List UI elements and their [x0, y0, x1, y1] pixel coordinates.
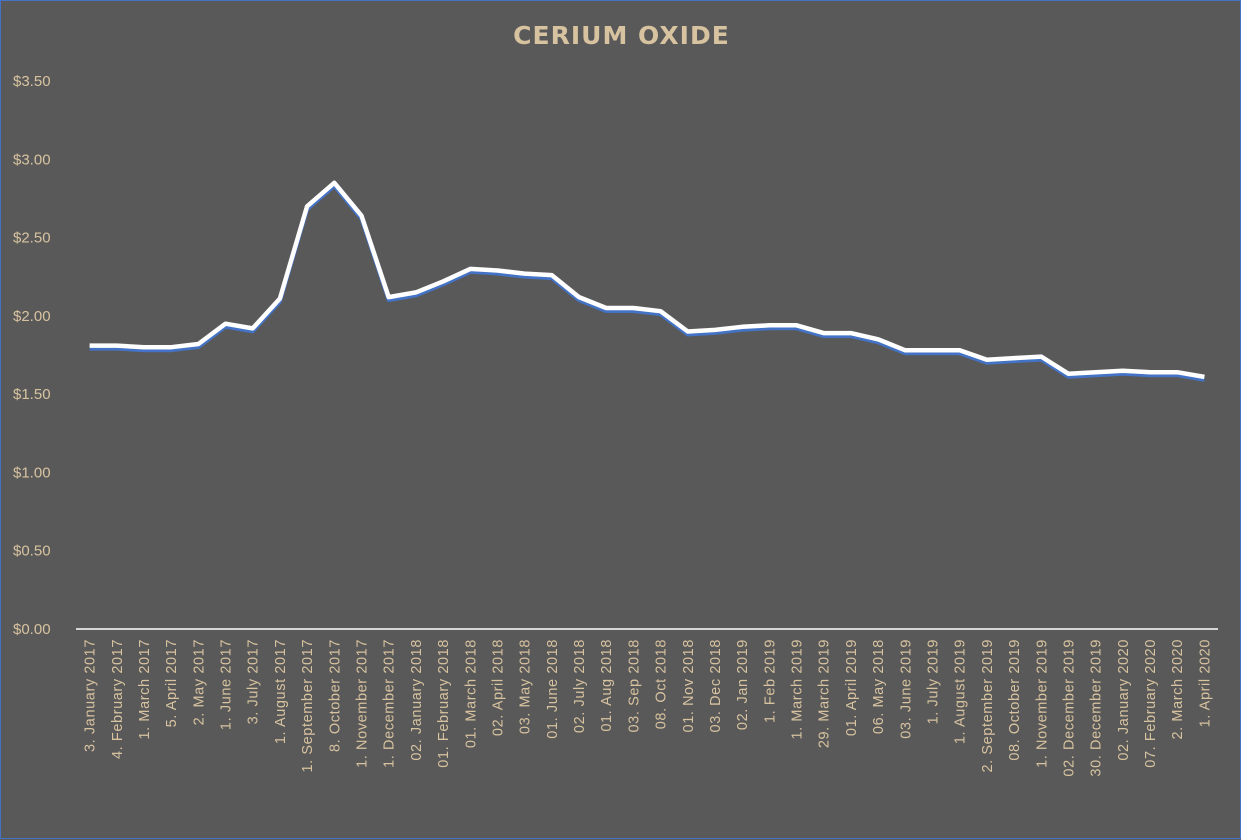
- x-tick-label: 01. March 2018: [463, 639, 479, 748]
- series-line: [89, 180, 1205, 380]
- x-tick-label: 2. September 2019: [980, 639, 996, 773]
- x-tick-label: 03. June 2019: [898, 639, 914, 739]
- x-tick-label: 2. May 2017: [191, 639, 207, 725]
- x-tick-label: 01. Nov 2018: [681, 639, 697, 732]
- x-tick-label: 1. April 2020: [1197, 639, 1213, 727]
- y-tick-label: $3.50: [13, 73, 51, 90]
- x-tick-label: 8. October 2017: [327, 639, 343, 752]
- x-tick-label: 02. Jan 2019: [735, 639, 751, 730]
- x-tick-label: 4. February 2017: [110, 639, 126, 759]
- y-tick-label: $0.00: [13, 621, 51, 638]
- y-tick-label: $1.00: [13, 464, 51, 481]
- x-tick-label: 1. November 2019: [1034, 639, 1050, 768]
- x-tick-label: 1. June 2017: [219, 639, 235, 730]
- chart-title: CERIUM OXIDE: [513, 21, 730, 50]
- x-tick-label: 03. May 2018: [518, 639, 534, 734]
- x-tick-label: 07. February 2020: [1143, 639, 1159, 768]
- x-tick-label: 29. March 2019: [817, 639, 833, 748]
- x-tick-label: 30. December 2019: [1089, 639, 1105, 777]
- x-tick-label: 02. January 2018: [409, 639, 425, 761]
- x-tick-label: 1. August 2019: [953, 639, 969, 744]
- x-tick-label: 02. July 2018: [572, 639, 588, 733]
- x-tick-label: 08. Oct 2018: [654, 639, 670, 729]
- x-tick-label: 3. July 2017: [246, 639, 262, 724]
- x-tick-label: 1. Feb 2019: [762, 639, 778, 723]
- series-line-shadow: [89, 183, 1205, 382]
- x-tick-label: 03. Sep 2018: [626, 639, 642, 732]
- x-tick-label: 1. July 2019: [926, 639, 942, 724]
- x-tick-label: 1. December 2017: [382, 639, 398, 768]
- x-axis: 3. January 2017 4. February 2017 1. March …: [83, 639, 1214, 777]
- x-tick-label: 02. April 2018: [490, 639, 506, 736]
- y-tick-label: $3.00: [13, 151, 51, 168]
- x-tick-label: 02. January 2020: [1116, 639, 1132, 761]
- y-axis: $0.00 $0.50 $1.00 $1.50 $2.00 $2.50 $3.00 $3.50: [13, 73, 51, 638]
- x-tick-label: 08. October 2019: [1007, 639, 1023, 761]
- x-tick-label: 1. September 2017: [300, 639, 316, 773]
- x-tick-label: 1. August 2017: [273, 639, 289, 744]
- y-tick-label: $1.50: [13, 386, 51, 403]
- x-tick-label: 2. March 2020: [1170, 639, 1186, 740]
- x-tick-label: 3. January 2017: [83, 639, 99, 752]
- x-tick-label: 06. May 2018: [871, 639, 887, 734]
- x-tick-label: 1. November 2017: [355, 639, 371, 768]
- x-tick-label: 1. March 2017: [137, 639, 153, 740]
- y-tick-label: $2.50: [13, 230, 51, 247]
- x-tick-label: 01. Aug 2018: [599, 639, 615, 732]
- y-tick-label: $0.50: [13, 543, 51, 560]
- x-tick-label: 03. Dec 2018: [708, 639, 724, 732]
- x-tick-label: 01. April 2019: [844, 639, 860, 736]
- x-tick-label: 01. February 2018: [436, 639, 452, 768]
- drop-lines: [88, 182, 1206, 629]
- x-tick-label: 02. December 2019: [1061, 639, 1077, 777]
- x-tick-label: 5. April 2017: [164, 639, 180, 727]
- x-tick-label: 01. June 2018: [545, 639, 561, 739]
- x-tick-label: 1. March 2019: [790, 639, 806, 740]
- y-tick-label: $2.00: [13, 308, 51, 325]
